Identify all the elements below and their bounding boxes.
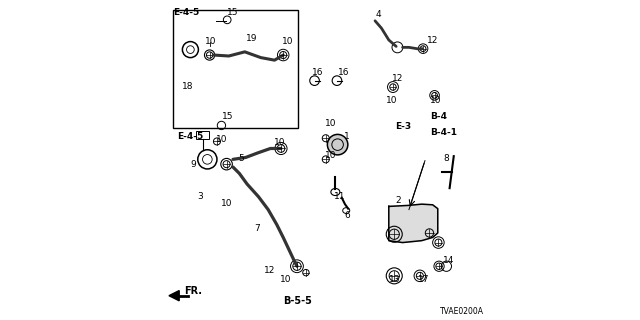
Text: B-4-1: B-4-1 <box>430 128 458 137</box>
Text: 12: 12 <box>428 36 438 44</box>
Text: 1: 1 <box>344 132 349 140</box>
Text: 12: 12 <box>392 74 403 83</box>
Text: 10: 10 <box>385 96 397 105</box>
Text: 18: 18 <box>182 82 194 91</box>
Text: 11: 11 <box>334 192 346 201</box>
Text: 15: 15 <box>223 112 234 121</box>
Text: 9: 9 <box>191 160 196 169</box>
Text: B-5-5: B-5-5 <box>283 296 312 306</box>
Text: FR.: FR. <box>184 286 202 296</box>
Text: 17: 17 <box>418 276 429 284</box>
Text: 6: 6 <box>344 212 349 220</box>
Text: 19: 19 <box>246 34 258 43</box>
Text: 10: 10 <box>205 37 216 46</box>
Text: E-4-5: E-4-5 <box>178 132 204 140</box>
Text: TVAE0200A: TVAE0200A <box>440 308 484 316</box>
Text: 15: 15 <box>227 8 239 17</box>
Polygon shape <box>388 204 438 243</box>
Bar <box>196 131 209 139</box>
Text: 13: 13 <box>388 276 400 284</box>
Text: 10: 10 <box>325 119 336 128</box>
Text: E-3: E-3 <box>396 122 412 131</box>
Polygon shape <box>169 291 179 301</box>
Text: 10: 10 <box>430 96 442 105</box>
Bar <box>173 10 298 128</box>
Text: E-4-5: E-4-5 <box>173 8 199 17</box>
Text: 16: 16 <box>312 68 323 76</box>
Text: 10: 10 <box>282 37 293 46</box>
Text: 10: 10 <box>274 138 285 147</box>
Text: 7: 7 <box>254 224 260 233</box>
Text: 10: 10 <box>216 135 227 144</box>
Text: 4: 4 <box>376 10 381 19</box>
Text: 8: 8 <box>443 154 449 163</box>
Text: 10: 10 <box>280 276 291 284</box>
Circle shape <box>328 134 348 155</box>
Text: 14: 14 <box>443 256 454 265</box>
Text: 5: 5 <box>239 154 244 163</box>
Text: 10: 10 <box>221 199 232 208</box>
Text: 3: 3 <box>197 192 202 201</box>
Text: 12: 12 <box>264 266 275 275</box>
Text: 2: 2 <box>396 196 401 204</box>
Text: B-4: B-4 <box>430 112 447 121</box>
Text: 10: 10 <box>325 151 336 160</box>
Text: 16: 16 <box>338 68 349 76</box>
